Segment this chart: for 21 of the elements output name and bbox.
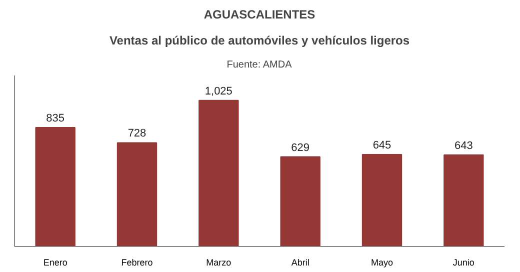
data-label: 643 — [454, 140, 473, 152]
bar — [280, 156, 320, 246]
data-label: 835 — [46, 112, 65, 124]
x-tick-label: Junio — [452, 258, 474, 268]
data-label: 1,025 — [204, 85, 232, 98]
bar — [116, 142, 158, 246]
source-note: Fuente: AMDA — [226, 60, 292, 70]
x-tick-label: Mayo — [370, 258, 394, 268]
chart-subtitle: Ventas al público de automóviles y vehículos ligeros — [109, 34, 410, 48]
bar — [35, 126, 76, 246]
bar — [444, 154, 484, 246]
x-tick-label: Enero — [43, 258, 68, 268]
chart-title: AGUASCALIENTES — [204, 8, 316, 22]
x-tick-label: Febrero — [121, 258, 153, 268]
bar — [362, 154, 402, 246]
x-tick-label: Marzo — [206, 258, 232, 268]
data-label: 629 — [291, 142, 310, 154]
bar — [198, 100, 239, 246]
data-label: 728 — [128, 128, 146, 140]
x-tick-label: Abril — [291, 258, 310, 268]
data-label: 645 — [372, 140, 392, 152]
